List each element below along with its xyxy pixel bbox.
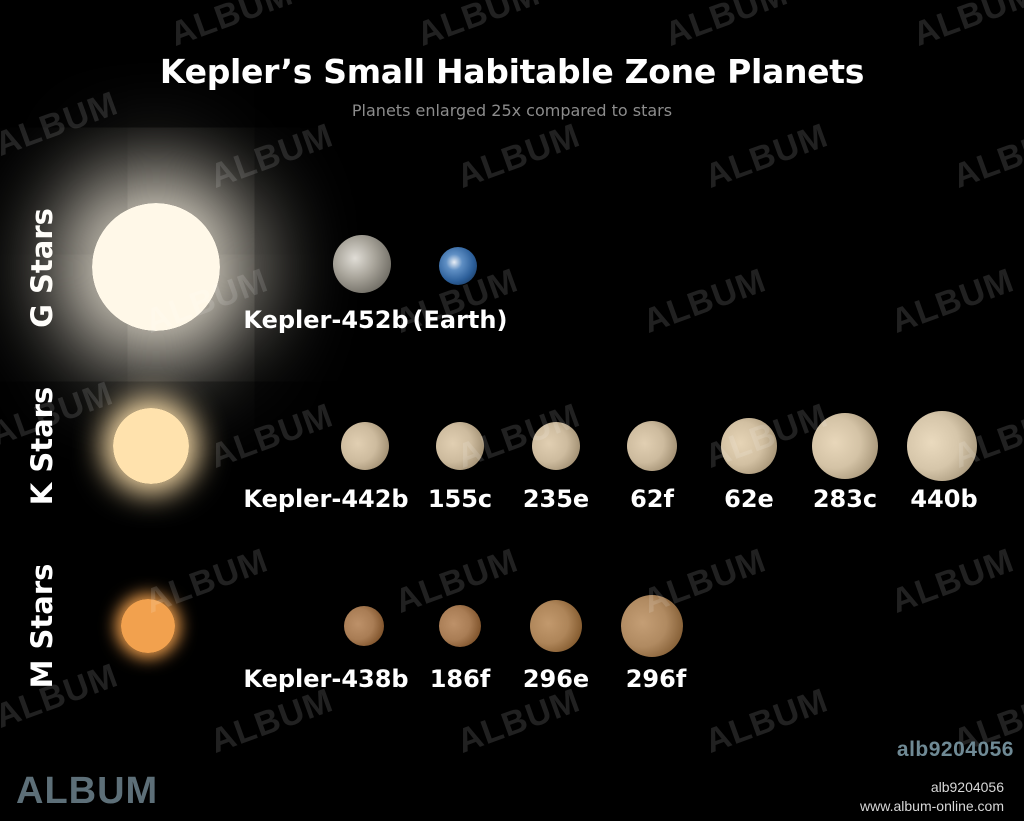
planet-earth: [439, 247, 477, 285]
planet-155c: [436, 422, 484, 470]
star-k-stars: [113, 408, 189, 484]
image-code-small: alb9204056: [930, 779, 1004, 795]
brand-logo: ALBUM: [16, 770, 159, 812]
watermark-text: ALBUM: [205, 116, 339, 196]
planet-62f: [627, 421, 677, 471]
planet-440b: [907, 411, 977, 481]
watermark-text: ALBUM: [412, 0, 546, 54]
planet-label-235e: 235e: [522, 485, 590, 513]
planet-label-283c: 283c: [812, 485, 878, 513]
planet-label-kepler-438b: Kepler-438b: [243, 665, 409, 693]
watermark-text: ALBUM: [660, 0, 794, 54]
watermark-text: ALBUM: [700, 681, 834, 761]
watermark-text: ALBUM: [908, 0, 1024, 54]
planet-label-440b: 440b: [910, 485, 978, 513]
planet-235e: [532, 422, 580, 470]
planet-296f: [621, 595, 683, 657]
row-label-k-stars: K Stars: [25, 386, 59, 506]
star-g-stars: [92, 203, 220, 331]
planet-label-296f: 296f: [625, 665, 687, 693]
watermark-text: ALBUM: [452, 116, 586, 196]
planet-kepler-442b: [341, 422, 389, 470]
watermark-text: ALBUM: [0, 84, 124, 164]
planet-296e: [530, 600, 582, 652]
watermark-text: ALBUM: [0, 656, 124, 736]
watermark-text: ALBUM: [700, 116, 834, 196]
planet-label-kepler-452b: Kepler-452b: [243, 306, 409, 334]
watermark-text: ALBUM: [948, 116, 1024, 196]
chart-subtitle: Planets enlarged 25x compared to stars: [351, 101, 673, 120]
planet-kepler-438b: [344, 606, 384, 646]
planet-62e: [721, 418, 777, 474]
planet-283c: [812, 413, 878, 479]
watermark-text: ALBUM: [886, 261, 1020, 341]
watermark-text: ALBUM: [886, 541, 1020, 621]
watermark-text: ALBUM: [638, 261, 772, 341]
planet-label-62e: 62e: [724, 485, 774, 513]
watermark-text: ALBUM: [165, 0, 299, 54]
row-label-m-stars: M Stars: [25, 563, 59, 689]
planet-label-kepler-442b: Kepler-442b: [243, 485, 409, 513]
star-m-stars: [121, 599, 175, 653]
watermark-text: ALBUM: [205, 396, 339, 476]
planet-label-earth: (Earth): [412, 306, 508, 334]
planet-label-296e: 296e: [522, 665, 590, 693]
watermark-text: ALBUM: [0, 374, 119, 454]
planet-kepler-452b: [333, 235, 391, 293]
chart-title: Kepler’s Small Habitable Zone Planets: [159, 52, 865, 91]
image-code: alb9204056: [896, 738, 1014, 761]
site-url: www.album-online.com: [860, 798, 1004, 814]
planet-label-62f: 62f: [630, 485, 674, 513]
planet-label-155c: 155c: [427, 485, 493, 513]
planet-label-186f: 186f: [429, 665, 491, 693]
watermark-text: ALBUM: [205, 681, 339, 761]
watermark-text: ALBUM: [452, 681, 586, 761]
planet-186f: [439, 605, 481, 647]
row-label-g-stars: G Stars: [25, 208, 59, 328]
